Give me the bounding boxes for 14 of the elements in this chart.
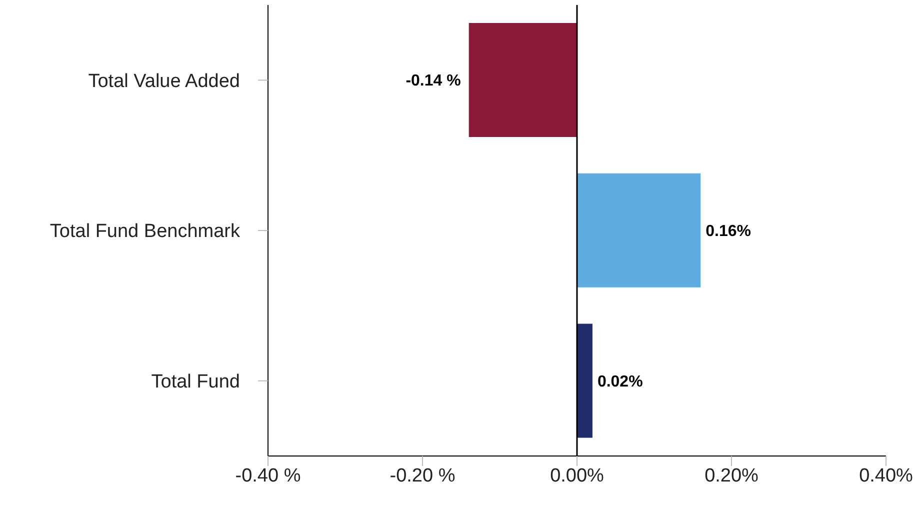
bar	[577, 173, 701, 288]
bar	[577, 324, 592, 438]
y-tick-label: Total Fund	[151, 372, 240, 393]
y-tick-label: Total Value Added	[88, 70, 240, 92]
x-tick-label: 0.20%	[704, 465, 759, 486]
data-label: 0.02%	[597, 373, 643, 390]
bar	[468, 23, 577, 138]
y-tick-label: Total Fund Benchmark	[50, 221, 240, 242]
x-tick-label: -0.40 %	[235, 465, 301, 486]
data-label: -0.14 %	[406, 72, 461, 90]
data-label: 0.16%	[706, 222, 751, 240]
x-tick-label: -0.20 %	[390, 465, 456, 486]
x-tick-label: 0.00%	[550, 465, 604, 486]
x-tick-label: 0.40%	[859, 465, 914, 486]
